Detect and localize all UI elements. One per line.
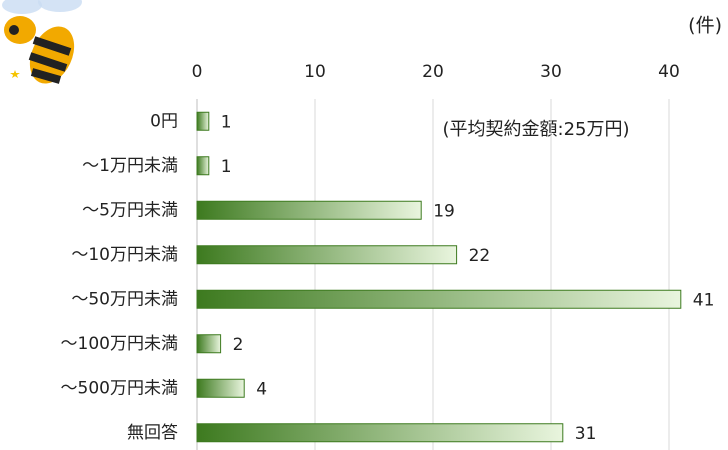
chart: (件) (平均契約金額:25万円) 0 10 20 30 40 0円 1 ～1万円未満 1 ～5万… <box>0 0 728 450</box>
y-tick-label: ～5万円未満 <box>82 200 178 220</box>
value-label: 22 <box>469 246 491 266</box>
y-tick-label: ～100万円未満 <box>61 334 178 354</box>
y-tick-label: ～50万円未満 <box>71 289 178 309</box>
bar <box>197 424 563 442</box>
y-tick-label: 無回答 <box>127 423 178 443</box>
bar <box>197 112 209 130</box>
x-tick-label: 20 <box>422 62 444 82</box>
value-label: 31 <box>575 424 597 444</box>
y-tick-label: ～1万円未満 <box>82 156 178 176</box>
bar <box>197 290 681 308</box>
x-tick-label: 30 <box>540 62 562 82</box>
bar <box>197 335 221 353</box>
value-label: 41 <box>693 290 715 310</box>
y-tick-label: 0円 <box>150 111 178 131</box>
bar <box>197 246 457 264</box>
bee-illustration <box>2 0 83 91</box>
x-tick-label: 0 <box>192 62 203 82</box>
unit-label: (件) <box>688 15 722 37</box>
value-label: 1 <box>221 157 232 177</box>
value-label: 4 <box>256 379 267 399</box>
annotation: (平均契約金額:25万円) <box>442 119 629 140</box>
x-tick-label: 40 <box>658 62 680 82</box>
x-tick-label: 10 <box>304 62 326 82</box>
bar <box>197 157 209 175</box>
bar <box>197 379 244 397</box>
value-label: 2 <box>233 335 244 355</box>
bar <box>197 201 421 219</box>
y-tick-label: ～500万円未満 <box>61 378 178 398</box>
value-label: 19 <box>433 201 455 221</box>
y-tick-label: ～10万円未満 <box>71 245 178 265</box>
value-label: 1 <box>221 112 232 132</box>
